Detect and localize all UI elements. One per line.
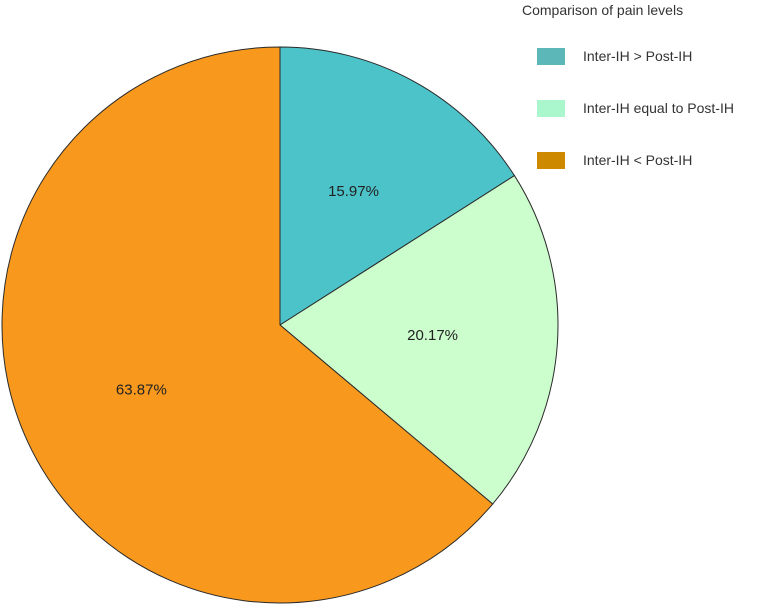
pie-slice-inter-ih-post-ih <box>279 46 516 326</box>
slice-label-inter-ih-post-ih: 63.87% <box>116 382 167 399</box>
legend-label-inter-ih-post-ih: Inter-IH < Post-IH <box>583 152 692 168</box>
slice-label-inter-ih-post-ih: 15.97% <box>328 183 379 200</box>
legend-label-inter-ih-equal-to-post-ih: Inter-IH equal to Post-IH <box>583 100 734 116</box>
legend: Comparison of pain levels Inter-IH > Pos… <box>522 2 734 169</box>
slice-labels: 15.97% 20.17% 63.87% <box>116 183 458 399</box>
pie-slice-inter-ih-equal-to-post-ih <box>279 174 559 505</box>
legend-title: Comparison of pain levels <box>522 2 683 18</box>
legend-swatch-inter-ih-post-ih <box>537 152 565 169</box>
pie-slices <box>1 46 559 604</box>
legend-label-inter-ih-post-ih: Inter-IH > Post-IH <box>583 48 692 64</box>
legend-swatch-inter-ih-post-ih <box>537 48 565 65</box>
legend-swatch-inter-ih-equal-to-post-ih <box>537 100 565 117</box>
pie-slice-inter-ih-post-ih <box>1 46 494 604</box>
slice-label-inter-ih-equal-to-post-ih: 20.17% <box>407 327 458 344</box>
